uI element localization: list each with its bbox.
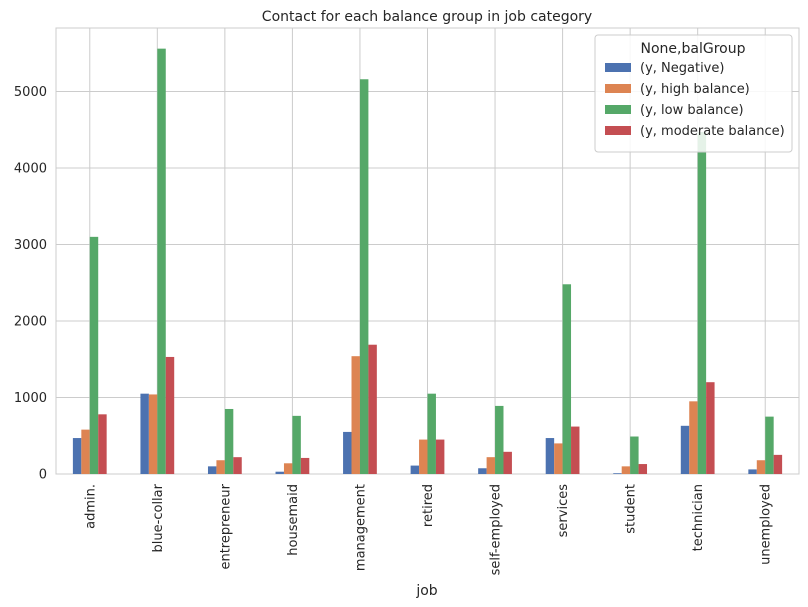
bar bbox=[435, 439, 445, 474]
bar bbox=[140, 393, 149, 474]
legend-label: (y, high balance) bbox=[640, 82, 750, 97]
legend-items: (y, Negative) (y, high balance) (y, low ba… bbox=[605, 61, 785, 139]
bar bbox=[571, 426, 580, 474]
bar bbox=[207, 466, 217, 474]
bar bbox=[275, 471, 284, 474]
bar bbox=[495, 405, 504, 474]
bar bbox=[478, 468, 487, 474]
x-tick-label: services bbox=[556, 484, 571, 538]
bar bbox=[554, 443, 563, 474]
legend-swatch bbox=[605, 84, 631, 93]
bar bbox=[621, 466, 631, 474]
bar bbox=[343, 431, 352, 474]
bar bbox=[410, 465, 420, 474]
y-tick-label: 3000 bbox=[14, 238, 47, 253]
bar bbox=[638, 464, 648, 474]
legend-title: None,balGroup bbox=[641, 41, 746, 57]
y-tick-label: 4000 bbox=[14, 161, 47, 176]
bar bbox=[351, 356, 360, 474]
bar bbox=[706, 382, 715, 474]
bar bbox=[72, 438, 82, 474]
y-axis-ticks: 0 1000 2000 3000 4000 5000 bbox=[14, 85, 47, 483]
bar bbox=[300, 457, 310, 474]
bar bbox=[368, 344, 377, 474]
bar bbox=[98, 414, 107, 474]
x-tick-label: management bbox=[353, 484, 368, 571]
y-tick-label: 0 bbox=[39, 468, 47, 483]
legend-swatch bbox=[605, 126, 631, 135]
x-tick-label: housemaid bbox=[286, 484, 301, 556]
bar bbox=[89, 236, 99, 474]
bar bbox=[545, 438, 555, 474]
bar bbox=[503, 451, 512, 474]
bar bbox=[148, 394, 158, 474]
bar bbox=[419, 439, 428, 474]
bar bbox=[224, 408, 234, 474]
bars-group bbox=[72, 48, 783, 474]
bar bbox=[689, 401, 698, 474]
bar bbox=[165, 356, 175, 474]
x-tick-label: student bbox=[624, 484, 639, 534]
x-tick-label: entrepreneur bbox=[218, 483, 233, 569]
legend-label: (y, low balance) bbox=[640, 103, 744, 118]
x-tick-label: technician bbox=[691, 484, 706, 551]
bar bbox=[697, 132, 707, 474]
bar bbox=[81, 429, 90, 474]
bar bbox=[233, 457, 242, 474]
y-tick-label: 2000 bbox=[14, 314, 47, 329]
x-tick-label: retired bbox=[421, 484, 436, 527]
bar bbox=[630, 436, 639, 474]
legend-label: (y, Negative) bbox=[640, 61, 724, 76]
bar bbox=[359, 79, 369, 474]
bar bbox=[765, 416, 774, 474]
x-tick-label: blue-collar bbox=[151, 483, 166, 552]
bar bbox=[216, 460, 225, 474]
bar bbox=[680, 425, 690, 474]
bar bbox=[292, 415, 301, 474]
x-axis-label: job bbox=[415, 583, 437, 599]
bar bbox=[157, 48, 166, 474]
legend: None,balGroup (y, Negative) (y, high bala… bbox=[594, 34, 793, 153]
x-tick-label: unemployed bbox=[759, 484, 774, 565]
y-tick-label: 5000 bbox=[14, 85, 47, 100]
legend-swatch bbox=[605, 63, 631, 72]
bar bbox=[283, 463, 293, 474]
legend-swatch bbox=[605, 105, 631, 114]
bar bbox=[427, 393, 436, 474]
bar bbox=[486, 457, 496, 474]
bar bbox=[748, 469, 757, 474]
bar bbox=[756, 460, 766, 474]
chart-title: Contact for each balance group in job ca… bbox=[262, 9, 592, 25]
y-tick-label: 1000 bbox=[14, 391, 47, 406]
bar bbox=[562, 284, 572, 474]
legend-label: (y, moderate balance) bbox=[640, 124, 785, 139]
legend-box bbox=[594, 34, 793, 153]
bar bbox=[773, 454, 783, 474]
x-tick-label: admin. bbox=[83, 484, 98, 529]
x-tick-label: self-employed bbox=[489, 484, 504, 575]
bar bbox=[613, 473, 622, 474]
x-axis-ticks: admin. blue-collar entrepreneur housemaid ma… bbox=[83, 483, 773, 575]
